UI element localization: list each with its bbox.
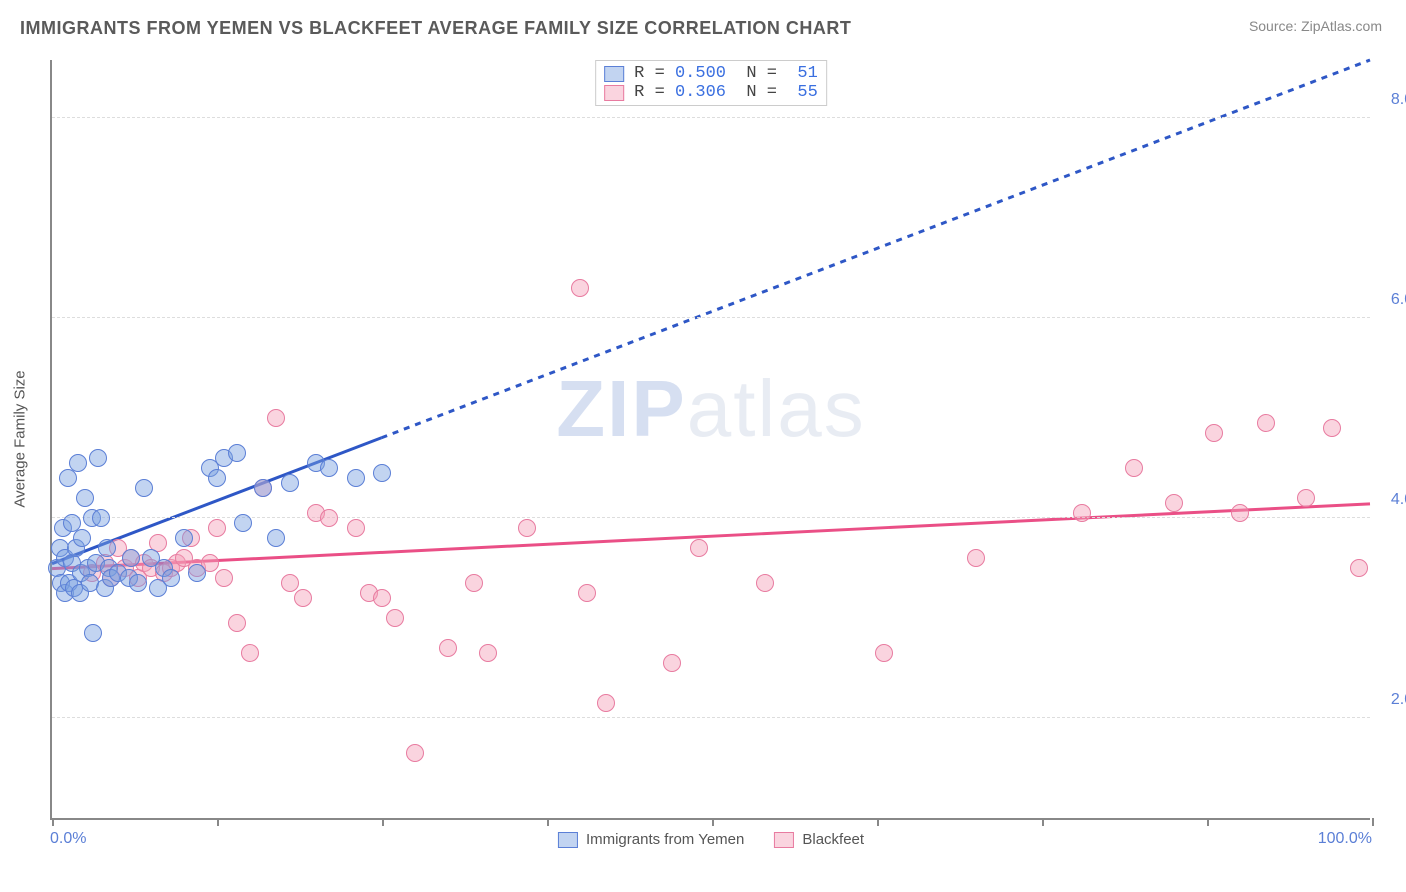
data-point-blackfeet <box>578 584 596 602</box>
data-point-blackfeet <box>1205 424 1223 442</box>
data-point-yemen <box>320 459 338 477</box>
data-point-blackfeet <box>1125 459 1143 477</box>
y-tick-label: 6.00 <box>1391 291 1406 309</box>
data-point-yemen <box>175 529 193 547</box>
data-point-yemen <box>89 449 107 467</box>
data-point-yemen <box>69 454 87 472</box>
data-point-blackfeet <box>690 539 708 557</box>
x-tick <box>712 818 714 826</box>
data-point-blackfeet <box>479 644 497 662</box>
data-point-yemen <box>347 469 365 487</box>
gridline <box>52 717 1370 718</box>
data-point-yemen <box>122 549 140 567</box>
data-point-blackfeet <box>320 509 338 527</box>
data-point-yemen <box>73 529 91 547</box>
data-point-blackfeet <box>281 574 299 592</box>
data-point-yemen <box>84 624 102 642</box>
data-point-yemen <box>373 464 391 482</box>
x-tick <box>547 818 549 826</box>
data-point-yemen <box>254 479 272 497</box>
x-tick <box>1207 818 1209 826</box>
gridline <box>52 117 1370 118</box>
data-point-blackfeet <box>1323 419 1341 437</box>
data-point-yemen <box>228 444 246 462</box>
data-point-blackfeet <box>215 569 233 587</box>
data-point-yemen <box>234 514 252 532</box>
data-point-blackfeet <box>465 574 483 592</box>
data-point-blackfeet <box>518 519 536 537</box>
data-point-blackfeet <box>208 519 226 537</box>
data-point-blackfeet <box>571 279 589 297</box>
x-tick <box>1042 818 1044 826</box>
data-point-blackfeet <box>241 644 259 662</box>
data-point-yemen <box>162 569 180 587</box>
y-tick-label: 2.00 <box>1391 691 1406 709</box>
data-point-blackfeet <box>756 574 774 592</box>
swatch-yemen <box>558 832 578 848</box>
swatch-blackfeet <box>774 832 794 848</box>
data-point-blackfeet <box>347 519 365 537</box>
x-axis-min-label: 0.0% <box>50 830 86 848</box>
x-tick <box>877 818 879 826</box>
legend-label-yemen: Immigrants from Yemen <box>586 831 744 848</box>
data-point-blackfeet <box>1231 504 1249 522</box>
data-point-yemen <box>267 529 285 547</box>
data-point-blackfeet <box>967 549 985 567</box>
x-tick <box>1372 818 1374 826</box>
data-point-blackfeet <box>663 654 681 672</box>
plot-area: Average Family Size ZIPatlas R = 0.500 N… <box>50 60 1370 820</box>
data-point-blackfeet <box>1073 504 1091 522</box>
data-point-blackfeet <box>1165 494 1183 512</box>
data-point-blackfeet <box>439 639 457 657</box>
legend-item-yemen: Immigrants from Yemen <box>558 831 744 848</box>
data-point-yemen <box>188 564 206 582</box>
legend-item-blackfeet: Blackfeet <box>774 831 864 848</box>
series-legend: Immigrants from Yemen Blackfeet <box>558 831 864 848</box>
data-point-blackfeet <box>267 409 285 427</box>
data-point-yemen <box>281 474 299 492</box>
y-tick-label: 4.00 <box>1391 491 1406 509</box>
legend-label-blackfeet: Blackfeet <box>802 831 864 848</box>
data-point-blackfeet <box>228 614 246 632</box>
data-point-yemen <box>208 469 226 487</box>
gridline <box>52 317 1370 318</box>
data-point-blackfeet <box>1297 489 1315 507</box>
chart-container: IMMIGRANTS FROM YEMEN VS BLACKFEET AVERA… <box>0 0 1406 892</box>
data-point-yemen <box>98 539 116 557</box>
data-point-blackfeet <box>406 744 424 762</box>
chart-title: IMMIGRANTS FROM YEMEN VS BLACKFEET AVERA… <box>20 18 851 39</box>
data-point-blackfeet <box>294 589 312 607</box>
data-point-yemen <box>92 509 110 527</box>
x-tick <box>217 818 219 826</box>
x-tick <box>382 818 384 826</box>
source-label: Source: ZipAtlas.com <box>1249 18 1382 34</box>
x-axis-max-label: 100.0% <box>1318 830 1372 848</box>
trend-lines <box>52 60 1370 818</box>
data-point-blackfeet <box>373 589 391 607</box>
x-tick <box>52 818 54 826</box>
y-axis-title: Average Family Size <box>12 370 29 507</box>
y-tick-label: 8.00 <box>1391 91 1406 109</box>
data-point-yemen <box>135 479 153 497</box>
data-point-yemen <box>76 489 94 507</box>
data-point-yemen <box>129 574 147 592</box>
data-point-blackfeet <box>597 694 615 712</box>
data-point-blackfeet <box>1257 414 1275 432</box>
trendline-blackfeet <box>52 504 1370 569</box>
data-point-blackfeet <box>1350 559 1368 577</box>
data-point-blackfeet <box>875 644 893 662</box>
data-point-yemen <box>59 469 77 487</box>
data-point-blackfeet <box>386 609 404 627</box>
